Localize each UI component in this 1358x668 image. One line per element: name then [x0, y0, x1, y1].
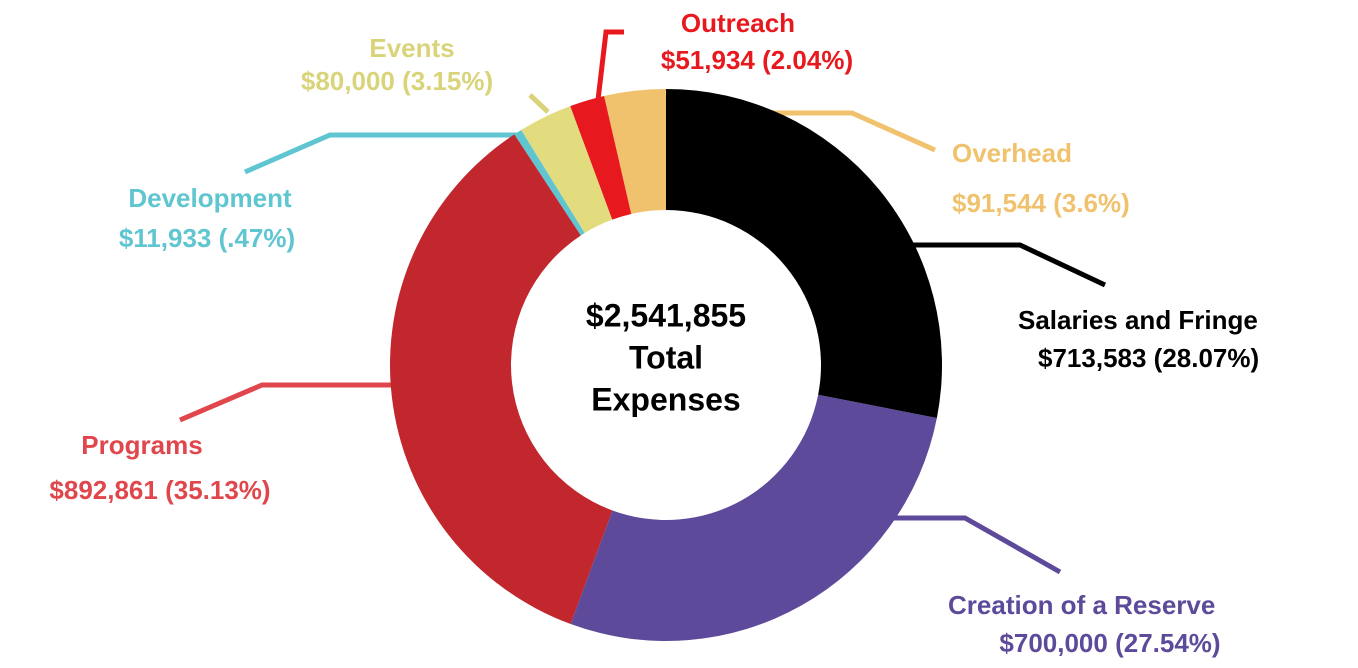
slice-name: Salaries and Fringe [1018, 305, 1258, 335]
donut-slice [570, 96, 632, 220]
leader-line [890, 515, 1062, 575]
slice-value: $51,934 (2.04%) [661, 45, 853, 75]
donut-slice [666, 89, 943, 418]
slice-value: $713,583 (28.07%) [1038, 343, 1259, 373]
leader-line [912, 242, 1107, 288]
slice-value: $91,544 (3.6%) [952, 188, 1130, 218]
slice-value: $80,000 (3.15%) [301, 66, 493, 96]
center-caption: Total [629, 339, 703, 375]
center-total: $2,541,855 [586, 297, 746, 333]
donut-slice [521, 106, 613, 234]
donut-slice [389, 134, 613, 625]
leader-line [179, 382, 398, 423]
leader-line [244, 132, 522, 175]
leader-line [595, 29, 624, 101]
slice-value: $892,861 (35.13%) [49, 475, 270, 505]
donut-slice [604, 89, 666, 214]
slice-name: Overhead [952, 138, 1072, 168]
slice-name: Creation of a Reserve [948, 590, 1215, 620]
leader-line [528, 93, 550, 114]
slice-value: $11,933 (.47%) [119, 223, 295, 253]
donut-slice [514, 130, 585, 236]
slice-name: Development [128, 183, 292, 213]
center-caption: Expenses [591, 381, 740, 417]
slice-name: Events [369, 33, 454, 63]
slice-name: Outreach [681, 8, 795, 38]
slice-value: $700,000 (27.54%) [999, 628, 1220, 658]
slice-name: Programs [81, 430, 202, 460]
donut-slice [570, 394, 937, 642]
